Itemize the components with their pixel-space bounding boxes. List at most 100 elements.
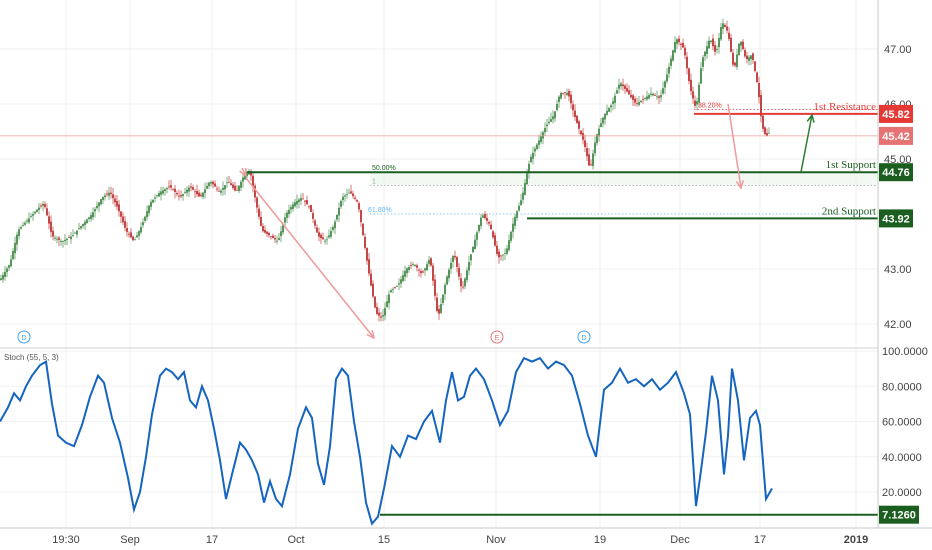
candle-body (734, 62, 736, 66)
candle-body (236, 189, 238, 191)
candle-body (100, 199, 102, 205)
candle-body (636, 103, 638, 105)
candle-body (26, 220, 28, 222)
axis-price-box-bg (879, 209, 913, 228)
candle-body (104, 195, 106, 198)
candle-body (502, 254, 504, 256)
candle-body (620, 83, 622, 87)
candle-body (48, 216, 50, 224)
candle-body (278, 238, 280, 240)
candle-body (238, 185, 240, 192)
candle-body (186, 189, 188, 193)
candle-body (92, 212, 94, 218)
candle-body (50, 221, 52, 232)
candle-body (170, 185, 172, 188)
candle-body (604, 113, 606, 120)
event-marker[interactable]: E (490, 330, 504, 344)
candle-body (590, 164, 592, 166)
candle-body (194, 191, 196, 193)
candle-body (724, 25, 726, 27)
candle-body (36, 209, 38, 213)
candle-body (162, 190, 164, 194)
candle-body (684, 47, 686, 56)
candle-body (76, 230, 78, 235)
candle-body (464, 278, 466, 287)
candle-body (330, 231, 332, 237)
candle-body (166, 188, 168, 190)
arrow-shaft (245, 177, 375, 339)
candle-body (652, 93, 654, 96)
candle-body (250, 171, 252, 176)
candle-body (388, 294, 390, 304)
candle-body (386, 301, 388, 308)
candle-body (174, 188, 176, 192)
candle-body (542, 132, 544, 139)
axis-price-box-bg (879, 126, 913, 145)
candle-body (216, 188, 218, 190)
candle-body (178, 195, 180, 197)
candle-body (762, 115, 764, 129)
candle-body (580, 130, 582, 135)
candle-body (544, 128, 546, 133)
candle-body (352, 193, 354, 197)
y-axis-stoch[interactable]: 100.0000 80.0000 60.0000 40.0000 20.0000 (882, 346, 928, 499)
candle-body (468, 262, 470, 271)
candle-body (214, 183, 216, 187)
candle-body (576, 115, 578, 124)
candle-body (718, 38, 720, 48)
candle-body (364, 236, 366, 248)
candle-body (382, 315, 384, 317)
candle-body (692, 91, 694, 99)
arrows (239, 103, 815, 340)
main-pane[interactable]: 38.20% 50.00% 1 61.80% 1st Resistance 1st Su… (0, 18, 878, 344)
candle-body (4, 271, 6, 277)
stochastic-pane[interactable]: Stoch (55, 5, 3) (0, 353, 878, 526)
candle-body (326, 239, 328, 241)
candle-body (454, 255, 456, 258)
candle-body (520, 200, 522, 206)
candle-body (370, 273, 372, 286)
candle-body (686, 56, 688, 69)
candle-body (440, 304, 442, 313)
candle-body (188, 187, 190, 192)
candle-body (694, 100, 696, 106)
candle-body (742, 41, 744, 49)
candle-body (310, 204, 312, 212)
candle-body (490, 224, 492, 230)
x-tick-label: Sep (120, 534, 140, 546)
candle-body (298, 199, 300, 203)
candle-body (94, 209, 96, 212)
candle-body (494, 235, 496, 246)
candle-body (578, 121, 580, 129)
event-marker[interactable]: D (17, 330, 31, 344)
candle-body (320, 234, 322, 239)
level-label: 1st Support (826, 159, 876, 171)
candle-body (488, 222, 490, 224)
candle-body (654, 95, 656, 96)
candle-body (650, 93, 652, 95)
candle-body (584, 140, 586, 148)
candle-body (138, 231, 140, 236)
candle-body (274, 238, 276, 240)
event-marker[interactable]: D (577, 330, 591, 344)
candle-body (172, 189, 174, 191)
candle-body (480, 217, 482, 226)
candle-body (398, 283, 400, 285)
x-tick-label: 17 (206, 534, 218, 546)
candle-body (676, 39, 678, 44)
candle-body (420, 271, 422, 274)
candle-body (32, 214, 34, 216)
x-axis[interactable]: 19:30 Sep 17 Oct 15 Nov 19 Dec 17 2019 (52, 534, 868, 546)
grid (0, 0, 878, 528)
candle-body (430, 258, 432, 266)
candle-body (302, 198, 304, 200)
candle-body (606, 110, 608, 115)
candle-body (368, 259, 370, 274)
axis-price-box-bg (879, 104, 913, 123)
x-tick-label: 19 (594, 534, 606, 546)
candle-body (564, 92, 566, 93)
candle-body (150, 201, 152, 207)
